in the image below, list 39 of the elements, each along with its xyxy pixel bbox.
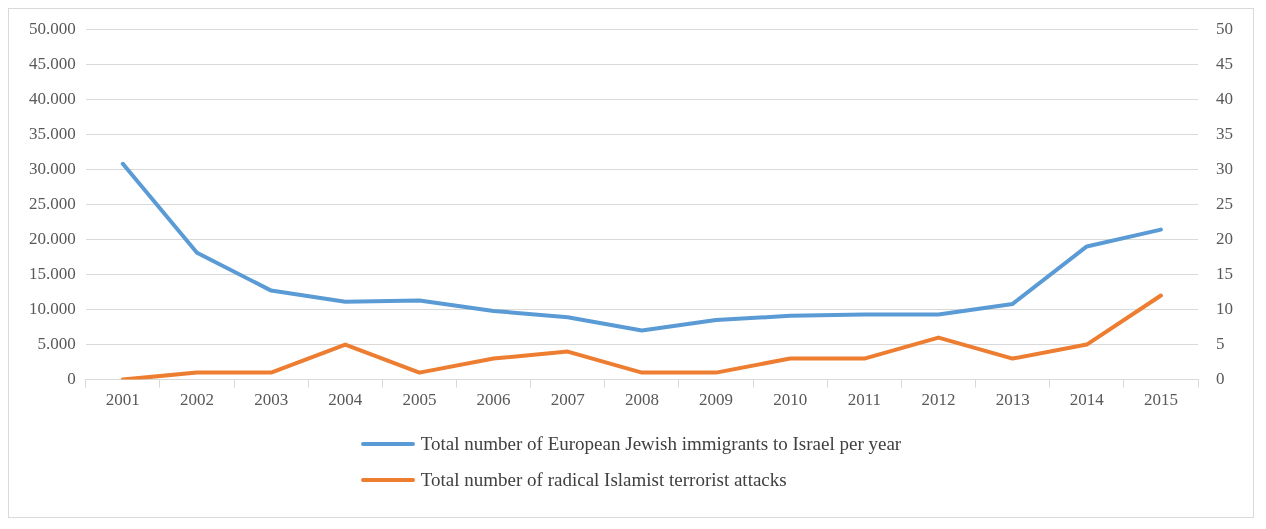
y-tick-label: 40.000 [29,88,76,108]
x-tick-label: 2015 [1143,390,1178,410]
y-tick-label: 20.000 [29,228,76,248]
y-tick-label: 15.000 [29,263,76,283]
x-tick-label: 2003 [254,390,289,410]
y2-tick-label: 20 [1216,228,1233,248]
y2-tick-label: 35 [1216,123,1233,143]
y-tick-label: 25.000 [29,193,76,213]
legend-label: Total number of radical Islamist terrorist attacks [420,469,787,491]
x-tick-label: 2006 [476,390,511,410]
y-tick-label: 35.000 [29,123,76,143]
x-tick-label: 2009 [699,390,734,410]
y-tick-label: 0 [67,369,76,389]
y-tick-label: 10.000 [29,298,76,318]
y2-tick-label: 30 [1216,158,1233,178]
x-tick-label: 2002 [179,390,214,410]
x-tick-label: 2010 [773,390,808,410]
y2-tick-label: 10 [1216,298,1233,318]
x-tick-label: 2012 [921,390,956,410]
y-tick-label: 45.000 [29,53,76,73]
x-tick-label: 2013 [995,390,1030,410]
y2-tick-label: 5 [1216,334,1225,354]
x-tick-label: 2004 [328,390,363,410]
y2-tick-label: 50 [1216,18,1233,38]
legend-label: Total number of European Jewish immigrants to Israel per year [420,433,902,455]
y-tick-label: 30.000 [29,158,76,178]
x-tick-label: 2001 [105,390,140,410]
x-tick-label: 2005 [402,390,437,410]
y2-tick-label: 40 [1216,88,1233,108]
x-tick-label: 2008 [624,390,659,410]
x-tick-label: 2011 [847,390,882,410]
y2-tick-label: 15 [1216,263,1233,283]
x-tick-label: 2007 [550,390,586,410]
y-tick-label: 50.000 [29,18,76,38]
y-tick-label: 5.000 [37,334,76,354]
y2-tick-label: 0 [1216,369,1225,389]
x-tick-label: 2014 [1069,390,1105,410]
y2-tick-label: 45 [1216,53,1233,73]
y2-tick-label: 25 [1216,193,1233,213]
